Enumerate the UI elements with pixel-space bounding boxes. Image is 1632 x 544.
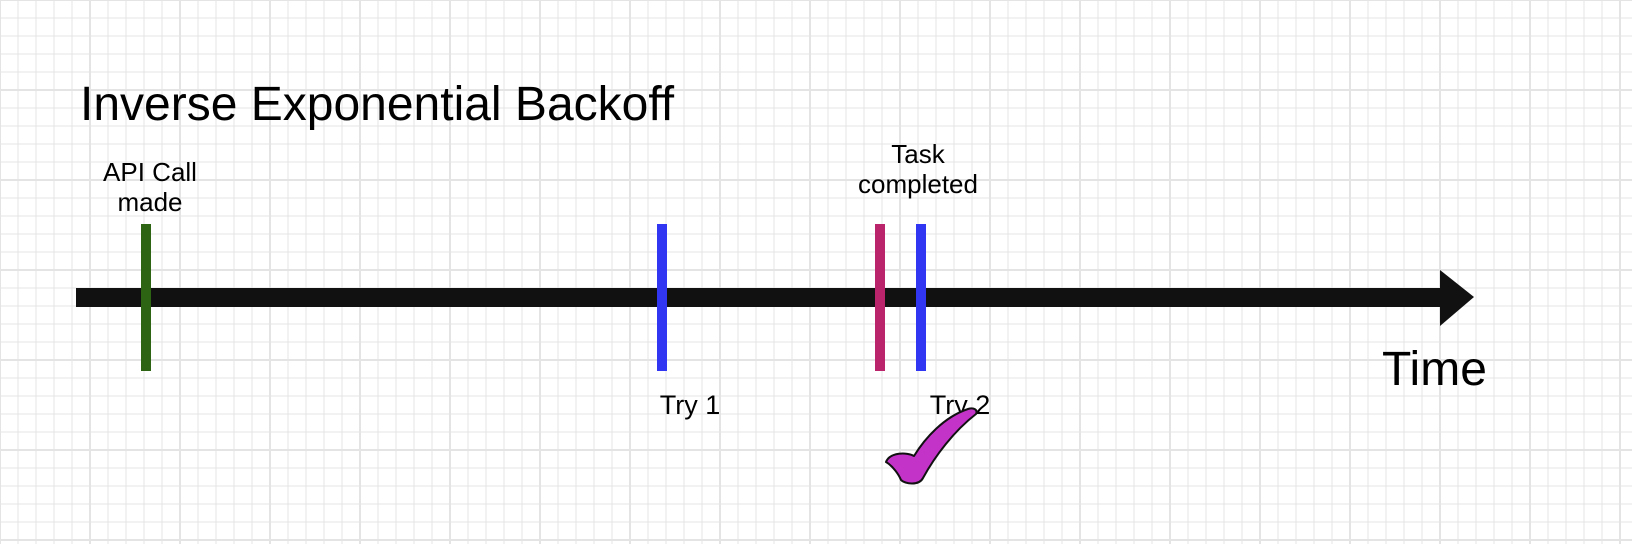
try-1-label: Try 1 xyxy=(659,390,721,420)
diagram-title: Inverse Exponential Backoff xyxy=(80,78,675,131)
timeline-axis xyxy=(76,288,1446,307)
checkmark-icon xyxy=(885,407,978,485)
try-2-marker xyxy=(916,224,926,371)
task-completed-marker xyxy=(875,224,885,371)
task-completed-label: Task completed xyxy=(838,139,998,200)
task-completed-label-line-1: Task xyxy=(891,139,945,169)
api-call-label: API Call made xyxy=(88,157,212,218)
api-call-marker xyxy=(141,224,151,371)
timeline-arrowhead xyxy=(1440,270,1474,326)
api-call-label-line-2: made xyxy=(117,186,183,217)
api-call-label-line-1: API Call xyxy=(103,157,197,187)
time-axis-label: Time xyxy=(1382,343,1487,396)
try-1-marker xyxy=(657,224,667,371)
task-completed-label-line-2: completed xyxy=(858,168,978,199)
